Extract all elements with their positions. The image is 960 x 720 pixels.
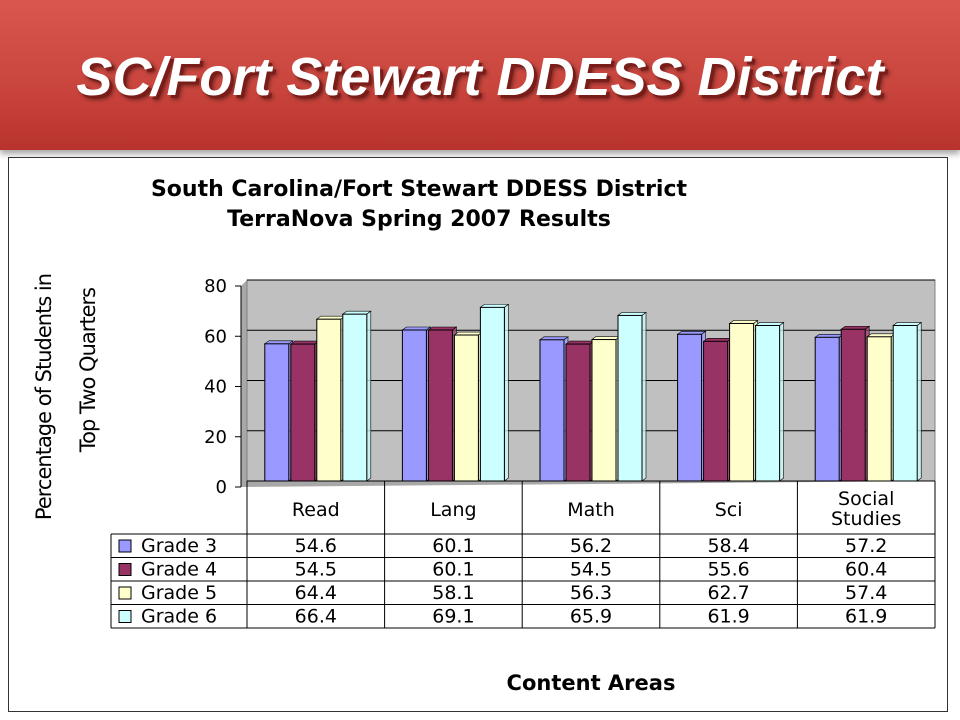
legend-label: Grade 4 xyxy=(141,559,217,581)
data-label: 56.2 xyxy=(570,535,612,557)
data-label: 60.1 xyxy=(432,559,474,581)
bar-side xyxy=(779,321,784,482)
chart-title: South Carolina/Fort Stewart DDESS Distri… xyxy=(151,177,688,202)
bar xyxy=(427,329,453,482)
y-tick-label: 0 xyxy=(216,477,227,498)
legend-label: Grade 6 xyxy=(141,606,217,628)
data-label: 56.3 xyxy=(570,582,612,604)
data-label: 54.5 xyxy=(570,559,612,581)
data-label: 66.4 xyxy=(295,606,337,628)
bar-side xyxy=(366,310,372,482)
bar xyxy=(264,343,290,482)
bar xyxy=(703,340,729,482)
data-label: 54.5 xyxy=(295,559,337,581)
bar-side xyxy=(916,321,922,482)
data-label: 61.9 xyxy=(845,606,887,628)
y-axis-label-line2: Top Two Quarters xyxy=(76,288,100,453)
legend-swatch xyxy=(118,539,132,553)
legend-label: Grade 3 xyxy=(141,535,217,557)
y-tick-label: 40 xyxy=(204,377,227,398)
legend-label: Grade 5 xyxy=(141,582,217,604)
data-label: 58.4 xyxy=(707,535,749,557)
data-label: 64.4 xyxy=(295,582,337,604)
bar xyxy=(677,333,703,482)
bar xyxy=(814,336,840,482)
x-tick-label: Read xyxy=(292,499,340,521)
y-tick-label: 80 xyxy=(204,276,227,297)
legend-swatch xyxy=(118,586,132,600)
bar xyxy=(316,318,342,482)
bar xyxy=(479,306,505,482)
bar xyxy=(453,334,479,482)
bar xyxy=(617,314,643,482)
bar xyxy=(729,322,755,482)
legend-swatch xyxy=(118,563,132,576)
y-tick-label: 60 xyxy=(204,326,227,347)
x-tick-label: Sci xyxy=(715,499,743,521)
data-label: 60.4 xyxy=(845,559,887,581)
x-axis-label: Content Areas xyxy=(507,671,676,695)
data-label: 65.9 xyxy=(570,606,612,628)
bar xyxy=(866,336,892,482)
data-label: 55.6 xyxy=(707,559,749,581)
y-axis-label-line1: Percentage of Students in xyxy=(32,274,56,520)
data-label: 60.1 xyxy=(432,535,474,557)
data-label: 62.7 xyxy=(707,582,749,604)
data-label: 57.2 xyxy=(845,535,887,557)
bar xyxy=(290,343,316,482)
bar xyxy=(342,313,368,482)
y-tick-label: 20 xyxy=(204,427,227,448)
bar xyxy=(401,329,427,482)
bar xyxy=(591,339,617,482)
title-banner xyxy=(0,0,960,150)
data-label: 69.1 xyxy=(432,606,474,628)
x-tick-label: Social Studies xyxy=(831,488,901,530)
chart-frame: South Carolina/Fort Stewart DDESS Distri… xyxy=(8,157,948,712)
data-label: 58.1 xyxy=(432,582,474,604)
x-tick-label: Math xyxy=(567,499,615,521)
bar xyxy=(539,339,565,482)
chart: South Carolina/Fort Stewart DDESS Distri… xyxy=(32,177,936,695)
bar xyxy=(755,324,781,482)
x-tick-label: Lang xyxy=(430,499,476,521)
chart-subtitle: TerraNova Spring 2007 Results xyxy=(227,207,611,232)
bar xyxy=(840,328,866,482)
data-label: 54.6 xyxy=(295,535,337,557)
legend-swatch xyxy=(118,610,132,623)
slide-title: SC/Fort Stewart DDESS District xyxy=(76,47,884,107)
data-label: 57.4 xyxy=(845,582,887,604)
data-label: 61.9 xyxy=(707,606,749,628)
bar xyxy=(565,343,591,482)
bar-side xyxy=(504,303,509,482)
bar-side xyxy=(641,311,647,482)
bar xyxy=(892,324,918,482)
